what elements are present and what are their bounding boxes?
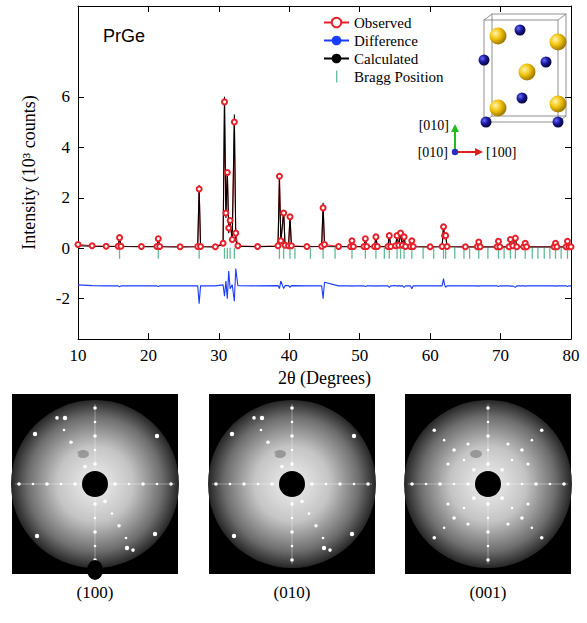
svg-text:PrGe: PrGe (103, 26, 145, 46)
svg-text:30: 30 (210, 346, 227, 365)
svg-text:80: 80 (563, 346, 580, 365)
svg-text:(001): (001) (470, 583, 507, 602)
svg-text:2θ (Degrees): 2θ (Degrees) (278, 368, 371, 389)
svg-text:2: 2 (62, 188, 71, 207)
svg-text:70: 70 (492, 346, 509, 365)
svg-text:Observed: Observed (354, 15, 412, 31)
svg-text:10: 10 (70, 346, 87, 365)
svg-text:[010]: [010] (418, 145, 448, 160)
svg-text:(100): (100) (77, 583, 114, 602)
svg-text:60: 60 (422, 346, 439, 365)
svg-text:-2: -2 (56, 289, 70, 308)
svg-text:Difference: Difference (354, 33, 418, 49)
svg-text:Intensity (10³ counts): Intensity (10³ counts) (19, 95, 40, 249)
svg-text:20: 20 (140, 346, 157, 365)
svg-text:[010]: [010] (419, 118, 449, 133)
svg-text:(010): (010) (274, 583, 311, 602)
svg-text:6: 6 (62, 87, 71, 106)
svg-text:Calculated: Calculated (354, 51, 419, 67)
svg-text:Bragg Position: Bragg Position (354, 69, 444, 85)
svg-text:[100]: [100] (486, 145, 516, 160)
svg-text:0: 0 (62, 239, 71, 258)
svg-text:50: 50 (351, 346, 368, 365)
svg-text:4: 4 (62, 138, 71, 157)
svg-text:40: 40 (281, 346, 298, 365)
